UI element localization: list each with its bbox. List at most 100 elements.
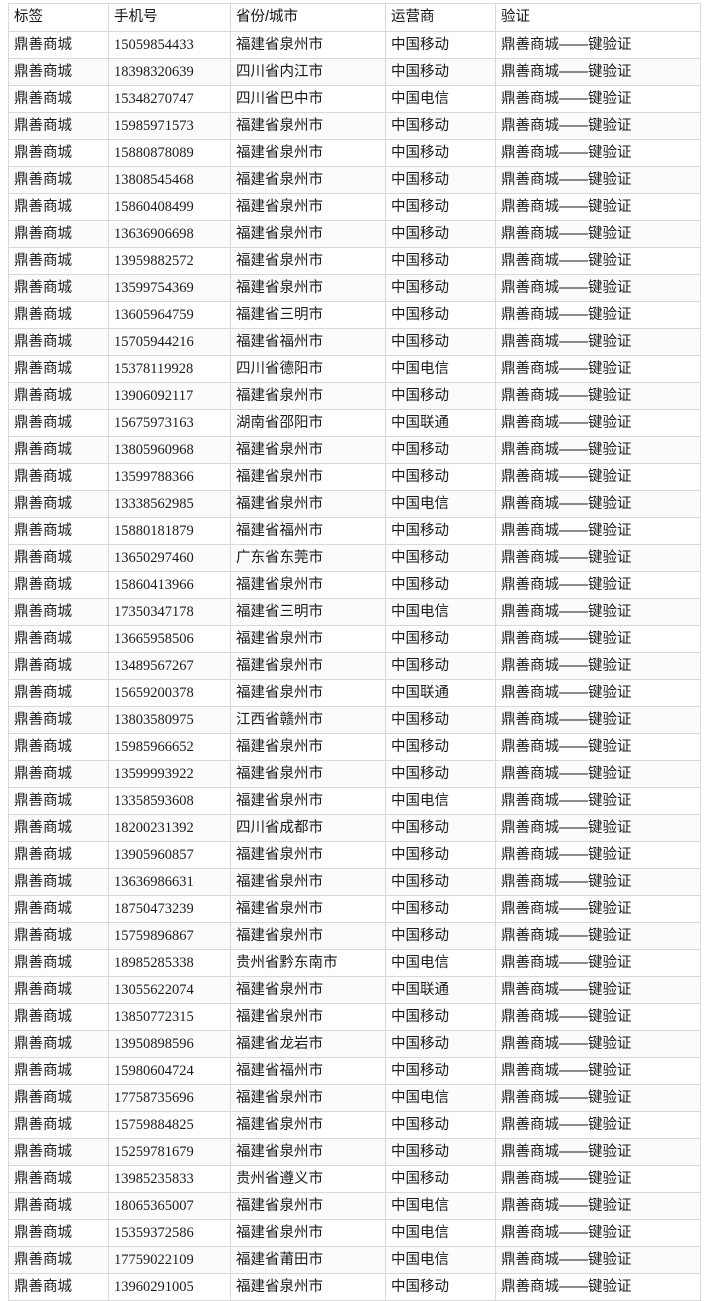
cell-label[interactable]: 鼎善商城 (8, 1057, 109, 1085)
table-row[interactable]: 鼎善商城 13605964759 福建省三明市 中国移动 鼎善商城——键验证 (8, 301, 701, 329)
cell-phone[interactable]: 17758735696 (108, 1084, 231, 1112)
cell-verify[interactable]: 鼎善商城——键验证 (495, 31, 701, 59)
cell-phone[interactable]: 13960291005 (108, 1273, 231, 1301)
cell-label[interactable]: 鼎善商城 (8, 1111, 109, 1139)
cell-carrier[interactable]: 中国移动 (385, 1057, 496, 1085)
cell-verify[interactable]: 鼎善商城——键验证 (495, 463, 701, 491)
cell-verify[interactable]: 鼎善商城——键验证 (495, 652, 701, 680)
cell-carrier[interactable]: 中国移动 (385, 382, 496, 410)
cell-region[interactable]: 福建省泉州市 (230, 490, 386, 518)
cell-region[interactable]: 四川省成都市 (230, 814, 386, 842)
table-row[interactable]: 鼎善商城 13950898596 福建省龙岩市 中国移动 鼎善商城——键验证 (8, 1030, 701, 1058)
table-row[interactable]: 鼎善商城 17759022109 福建省莆田市 中国电信 鼎善商城——键验证 (8, 1246, 701, 1274)
table-row[interactable]: 鼎善商城 13850772315 福建省泉州市 中国移动 鼎善商城——键验证 (8, 1003, 701, 1031)
cell-carrier[interactable]: 中国移动 (385, 814, 496, 842)
cell-carrier[interactable]: 中国移动 (385, 760, 496, 788)
cell-verify[interactable]: 鼎善商城——键验证 (495, 1057, 701, 1085)
cell-region[interactable]: 福建省福州市 (230, 517, 386, 545)
cell-carrier[interactable]: 中国电信 (385, 949, 496, 977)
cell-phone[interactable]: 13905960857 (108, 841, 231, 869)
cell-region[interactable]: 福建省泉州市 (230, 922, 386, 950)
cell-label[interactable]: 鼎善商城 (8, 1246, 109, 1274)
cell-label[interactable]: 鼎善商城 (8, 1273, 109, 1301)
column-header-carrier[interactable]: 运营商 (385, 3, 496, 32)
cell-phone[interactable]: 15759884825 (108, 1111, 231, 1139)
cell-phone[interactable]: 13808545468 (108, 166, 231, 194)
cell-carrier[interactable]: 中国移动 (385, 1138, 496, 1166)
cell-carrier[interactable]: 中国移动 (385, 328, 496, 356)
cell-carrier[interactable]: 中国移动 (385, 571, 496, 599)
cell-verify[interactable]: 鼎善商城——键验证 (495, 328, 701, 356)
cell-carrier[interactable]: 中国移动 (385, 463, 496, 491)
cell-verify[interactable]: 鼎善商城——键验证 (495, 1003, 701, 1031)
table-row[interactable]: 鼎善商城 15378119928 四川省德阳市 中国电信 鼎善商城——键验证 (8, 355, 701, 383)
cell-region[interactable]: 湖南省邵阳市 (230, 409, 386, 437)
cell-verify[interactable]: 鼎善商城——键验证 (495, 733, 701, 761)
cell-carrier[interactable]: 中国电信 (385, 787, 496, 815)
cell-carrier[interactable]: 中国电信 (385, 85, 496, 113)
cell-verify[interactable]: 鼎善商城——键验证 (495, 760, 701, 788)
cell-phone[interactable]: 13055622074 (108, 976, 231, 1004)
cell-carrier[interactable]: 中国移动 (385, 112, 496, 140)
cell-region[interactable]: 四川省内江市 (230, 58, 386, 86)
cell-carrier[interactable]: 中国移动 (385, 625, 496, 653)
cell-phone[interactable]: 15705944216 (108, 328, 231, 356)
cell-label[interactable]: 鼎善商城 (8, 1003, 109, 1031)
cell-phone[interactable]: 13803580975 (108, 706, 231, 734)
cell-phone[interactable]: 18065365007 (108, 1192, 231, 1220)
table-row[interactable]: 鼎善商城 18750473239 福建省泉州市 中国移动 鼎善商城——键验证 (8, 895, 701, 923)
cell-region[interactable]: 福建省泉州市 (230, 868, 386, 896)
cell-phone[interactable]: 15259781679 (108, 1138, 231, 1166)
cell-phone[interactable]: 13805960968 (108, 436, 231, 464)
cell-carrier[interactable]: 中国电信 (385, 598, 496, 626)
cell-region[interactable]: 四川省巴中市 (230, 85, 386, 113)
cell-label[interactable]: 鼎善商城 (8, 463, 109, 491)
table-row[interactable]: 鼎善商城 15860408499 福建省泉州市 中国移动 鼎善商城——键验证 (8, 193, 701, 221)
cell-region[interactable]: 福建省泉州市 (230, 652, 386, 680)
cell-region[interactable]: 福建省泉州市 (230, 112, 386, 140)
table-row[interactable]: 鼎善商城 15259781679 福建省泉州市 中国移动 鼎善商城——键验证 (8, 1138, 701, 1166)
cell-region[interactable]: 福建省泉州市 (230, 760, 386, 788)
table-row[interactable]: 鼎善商城 18985285338 贵州省黔东南市 中国电信 鼎善商城——键验证 (8, 949, 701, 977)
cell-region[interactable]: 福建省泉州市 (230, 220, 386, 248)
cell-carrier[interactable]: 中国移动 (385, 139, 496, 167)
table-row[interactable]: 鼎善商城 15659200378 福建省泉州市 中国联通 鼎善商城——键验证 (8, 679, 701, 707)
cell-verify[interactable]: 鼎善商城——键验证 (495, 1138, 701, 1166)
cell-phone[interactable]: 15860413966 (108, 571, 231, 599)
cell-verify[interactable]: 鼎善商城——键验证 (495, 382, 701, 410)
cell-region[interactable]: 福建省泉州市 (230, 1138, 386, 1166)
table-row[interactable]: 鼎善商城 13650297460 广东省东莞市 中国移动 鼎善商城——键验证 (8, 544, 701, 572)
cell-phone[interactable]: 15059854433 (108, 31, 231, 59)
table-row[interactable]: 鼎善商城 13636906698 福建省泉州市 中国移动 鼎善商城——键验证 (8, 220, 701, 248)
table-row[interactable]: 鼎善商城 15348270747 四川省巴中市 中国电信 鼎善商城——键验证 (8, 85, 701, 113)
cell-region[interactable]: 福建省泉州市 (230, 382, 386, 410)
cell-phone[interactable]: 15980604724 (108, 1057, 231, 1085)
table-row[interactable]: 鼎善商城 13960291005 福建省泉州市 中国移动 鼎善商城——键验证 (8, 1273, 701, 1301)
cell-label[interactable]: 鼎善商城 (8, 328, 109, 356)
cell-region[interactable]: 福建省泉州市 (230, 274, 386, 302)
cell-verify[interactable]: 鼎善商城——键验证 (495, 490, 701, 518)
cell-label[interactable]: 鼎善商城 (8, 355, 109, 383)
table-row[interactable]: 鼎善商城 13959882572 福建省泉州市 中国移动 鼎善商城——键验证 (8, 247, 701, 275)
table-row[interactable]: 鼎善商城 13906092117 福建省泉州市 中国移动 鼎善商城——键验证 (8, 382, 701, 410)
cell-phone[interactable]: 13605964759 (108, 301, 231, 329)
cell-verify[interactable]: 鼎善商城——键验证 (495, 517, 701, 545)
cell-carrier[interactable]: 中国电信 (385, 1192, 496, 1220)
cell-verify[interactable]: 鼎善商城——键验证 (495, 679, 701, 707)
table-row[interactable]: 鼎善商城 15359372586 福建省泉州市 中国电信 鼎善商城——键验证 (8, 1219, 701, 1247)
cell-region[interactable]: 福建省泉州市 (230, 1219, 386, 1247)
cell-carrier[interactable]: 中国移动 (385, 274, 496, 302)
cell-region[interactable]: 福建省三明市 (230, 598, 386, 626)
cell-phone[interactable]: 13599993922 (108, 760, 231, 788)
cell-label[interactable]: 鼎善商城 (8, 679, 109, 707)
cell-label[interactable]: 鼎善商城 (8, 220, 109, 248)
table-row[interactable]: 鼎善商城 18398320639 四川省内江市 中国移动 鼎善商城——键验证 (8, 58, 701, 86)
cell-label[interactable]: 鼎善商城 (8, 247, 109, 275)
table-row[interactable]: 鼎善商城 15705944216 福建省福州市 中国移动 鼎善商城——键验证 (8, 328, 701, 356)
cell-phone[interactable]: 13636986631 (108, 868, 231, 896)
table-row[interactable]: 鼎善商城 15675973163 湖南省邵阳市 中国联通 鼎善商城——键验证 (8, 409, 701, 437)
cell-label[interactable]: 鼎善商城 (8, 436, 109, 464)
table-row[interactable]: 鼎善商城 15880181879 福建省福州市 中国移动 鼎善商城——键验证 (8, 517, 701, 545)
cell-region[interactable]: 福建省福州市 (230, 1057, 386, 1085)
cell-label[interactable]: 鼎善商城 (8, 1084, 109, 1112)
